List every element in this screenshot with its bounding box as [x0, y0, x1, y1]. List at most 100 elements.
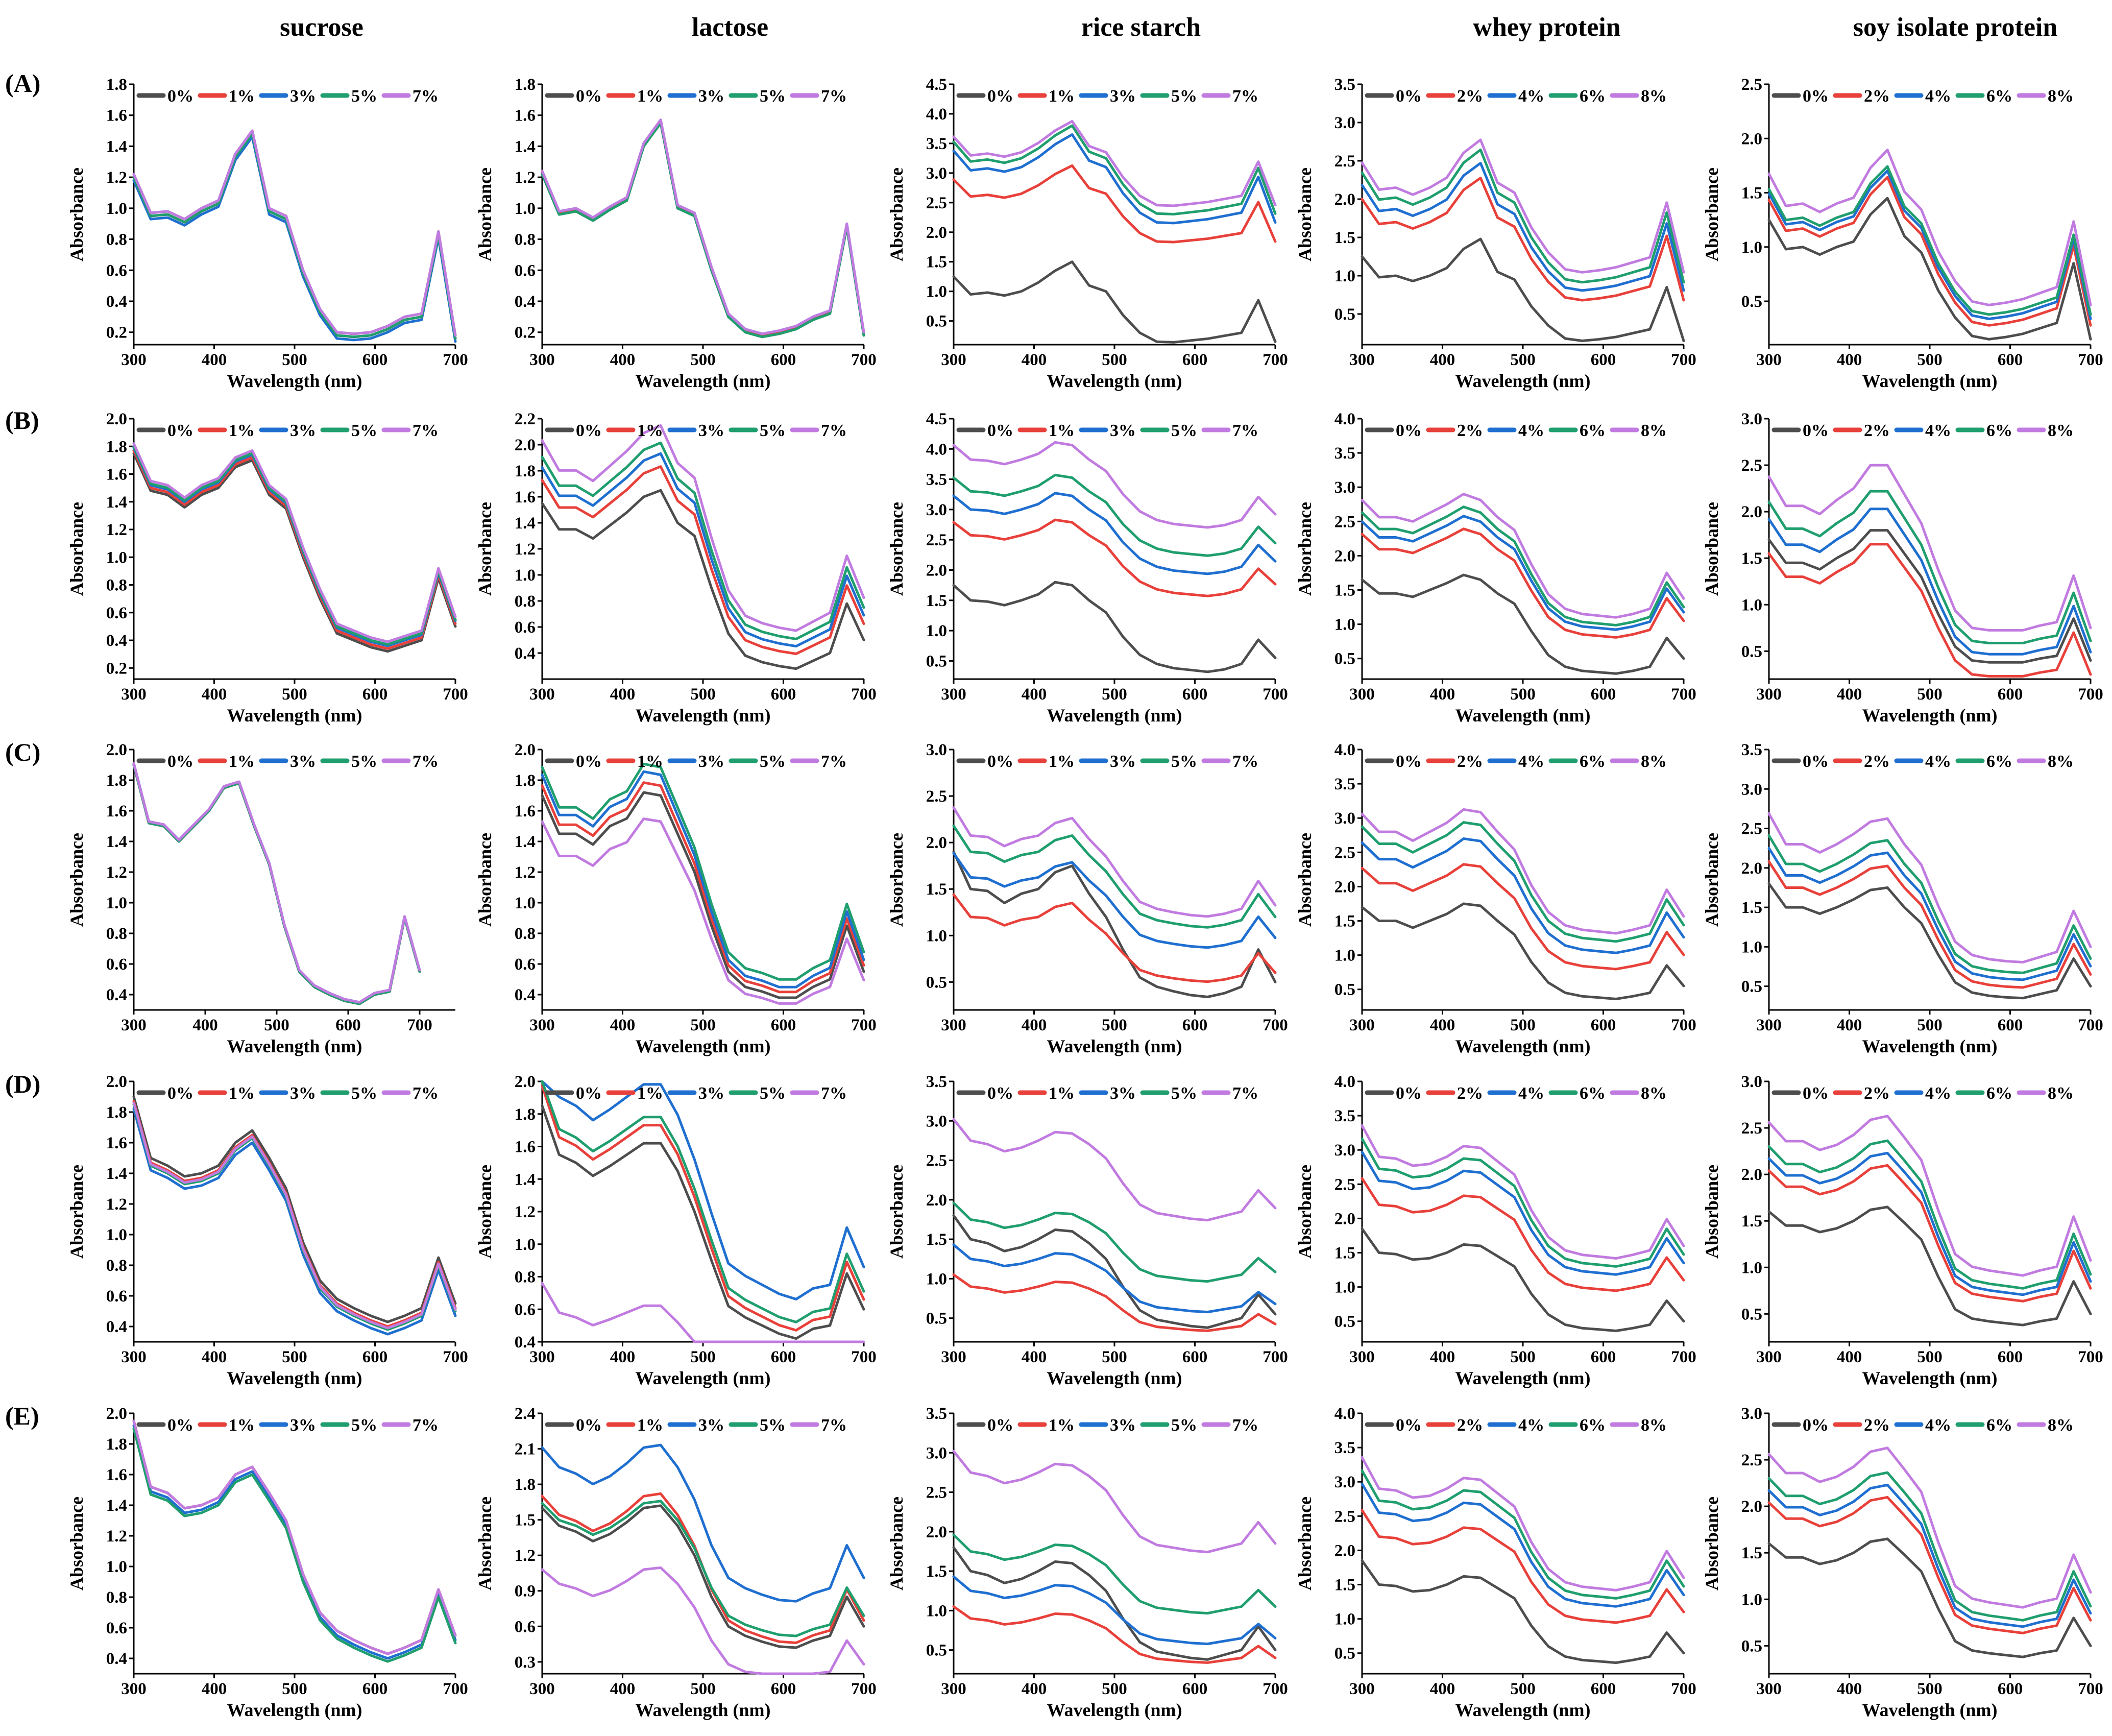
y-tick-label: 1.0: [515, 200, 536, 218]
y-tick-label: 4.0: [1334, 1405, 1355, 1423]
y-tick-label: 2.0: [1334, 1210, 1355, 1228]
x-tick-label: 600: [362, 1348, 388, 1366]
x-tick-label: 700: [851, 1680, 877, 1698]
x-tick-label: 600: [1182, 685, 1208, 704]
y-tick-label: 1.8: [106, 438, 127, 456]
y-tick-label: 0.5: [1334, 1313, 1355, 1331]
y-tick-label: 1.0: [926, 283, 947, 301]
series-line-0pct: [541, 122, 865, 339]
series-line-5pct: [952, 473, 1277, 557]
y-tick-label: 0.4: [106, 293, 127, 311]
y-tick-label: 1.6: [106, 107, 127, 125]
legend: 0% 1% 3% 5% 7%: [136, 1084, 439, 1103]
x-tick-label: 300: [1756, 1348, 1782, 1366]
legend-label: 2%: [1457, 752, 1483, 771]
legend-label: 8%: [1641, 1084, 1667, 1103]
y-tick-label: 1.4: [106, 1497, 127, 1515]
legend-label: 5%: [760, 1084, 786, 1103]
y-tick-label: 1.8: [106, 771, 127, 790]
y-tick-label: 1.5: [1334, 912, 1355, 931]
y-tick-label: 3.5: [1334, 1439, 1355, 1457]
y-tick-label: 0.4: [106, 986, 127, 1004]
panel-grid: 300 400 500 600 700 Wavelength (nm) 0.2 0.4 0.6 0…: [66, 76, 2103, 1720]
y-tick-label: 1.4: [106, 1165, 127, 1183]
series-line-5pct: [132, 445, 457, 646]
x-tick-label: 500: [1102, 685, 1127, 704]
x-axis-label: Wavelength (nm): [636, 1700, 771, 1720]
legend-label: 0%: [1803, 1416, 1829, 1435]
y-axis-label: Absorbance: [66, 502, 87, 596]
series-line-7pct: [541, 1282, 865, 1343]
legend-label: 0%: [1803, 1084, 1829, 1103]
legend-label: 6%: [1580, 1416, 1606, 1435]
series-line-3pct: [541, 770, 865, 988]
series-line-1pct: [132, 763, 421, 1005]
x-tick-label: 300: [529, 1680, 555, 1698]
series-line-7pct: [541, 817, 865, 1005]
legend-label: 3%: [290, 421, 316, 440]
y-axis-label: Absorbance: [1702, 833, 1722, 927]
y-tick-label: 3.5: [926, 1405, 947, 1423]
y-tick-label: 2.5: [1741, 820, 1762, 838]
x-tick-label: 600: [771, 1680, 796, 1698]
x-tick-label: 400: [1022, 1016, 1047, 1034]
x-tick-label: 600: [771, 1348, 796, 1366]
x-tick-label: 600: [771, 1016, 796, 1034]
y-axis-label: Absorbance: [66, 1165, 87, 1259]
y-tick-label: 0.5: [1334, 650, 1355, 668]
y-axis-label: Absorbance: [475, 1497, 495, 1590]
y-tick-label: 3.0: [1741, 1073, 1762, 1091]
legend-label: 5%: [351, 1084, 377, 1103]
series-line-0pct: [1767, 197, 2092, 341]
series-line-2pct: [1361, 863, 1685, 971]
x-tick-label: 500: [1102, 1016, 1127, 1034]
y-tick-label: 2.0: [515, 436, 536, 454]
series-line-0pct: [952, 581, 1277, 673]
panel-b-sucrose: 300 400 500 600 700 Wavelength (nm) 0.2 0.4 0.6 0…: [66, 410, 468, 726]
y-tick-label: 1.0: [106, 200, 127, 218]
legend: 0% 2% 4% 6% 8%: [1365, 752, 1667, 771]
y-tick-label: 1.6: [515, 1138, 536, 1156]
x-axis-label: Wavelength (nm): [636, 1036, 771, 1056]
y-tick-label: 0.5: [1741, 1305, 1762, 1323]
legend-label: 3%: [698, 752, 724, 771]
panel-a-sucrose: 300 400 500 600 700 Wavelength (nm) 0.2 0.4 0.6 0…: [66, 76, 468, 391]
y-tick-label: 2.5: [1334, 513, 1355, 531]
series-line-8pct: [1767, 464, 2092, 632]
x-axis-label: Wavelength (nm): [227, 371, 362, 391]
y-tick-label: 0.5: [1334, 1645, 1355, 1663]
x-axis-label: Wavelength (nm): [1862, 1368, 1998, 1388]
y-tick-label: 0.4: [515, 1333, 536, 1352]
x-tick-label: 500: [690, 351, 716, 369]
y-axis-label: Absorbance: [475, 502, 495, 596]
x-tick-label: 400: [610, 1680, 636, 1698]
x-tick-label: 700: [2078, 1348, 2103, 1366]
y-tick-label: 2.0: [106, 410, 127, 428]
y-tick-label: 3.5: [1334, 1107, 1355, 1125]
panel-c-lactose: 300 400 500 600 700 Wavelength (nm) 0.4 0.6 0.8 1…: [475, 741, 877, 1056]
x-tick-label: 600: [1998, 685, 2023, 704]
legend-label: 7%: [412, 1084, 439, 1103]
x-axis-label: Wavelength (nm): [1455, 705, 1591, 726]
x-tick-label: 400: [1837, 1348, 1862, 1366]
legend-label: 1%: [637, 1416, 663, 1435]
y-tick-label: 1.0: [1334, 947, 1355, 965]
y-tick-label: 2.5: [926, 1152, 947, 1170]
series-line-3pct: [132, 1424, 457, 1660]
series-line-4pct: [1361, 1150, 1685, 1276]
y-tick-label: 0.5: [1334, 305, 1355, 324]
legend-label: 8%: [2048, 1416, 2074, 1435]
y-axis-label: Absorbance: [475, 833, 495, 927]
x-tick-label: 400: [1022, 685, 1047, 704]
x-tick-label: 300: [941, 1016, 966, 1034]
x-tick-label: 400: [1430, 1348, 1455, 1366]
series-line-2pct: [1767, 543, 2092, 678]
series-line-8pct: [1361, 808, 1685, 935]
series-line-6pct: [1361, 148, 1685, 284]
series-line-1pct: [541, 781, 865, 994]
y-tick-label: 3.5: [1334, 444, 1355, 463]
legend: 0% 2% 4% 6% 8%: [1771, 421, 2074, 440]
series-line-7pct: [541, 1566, 865, 1675]
legend-label: 3%: [1110, 1416, 1136, 1435]
legend-label: 5%: [760, 87, 786, 106]
